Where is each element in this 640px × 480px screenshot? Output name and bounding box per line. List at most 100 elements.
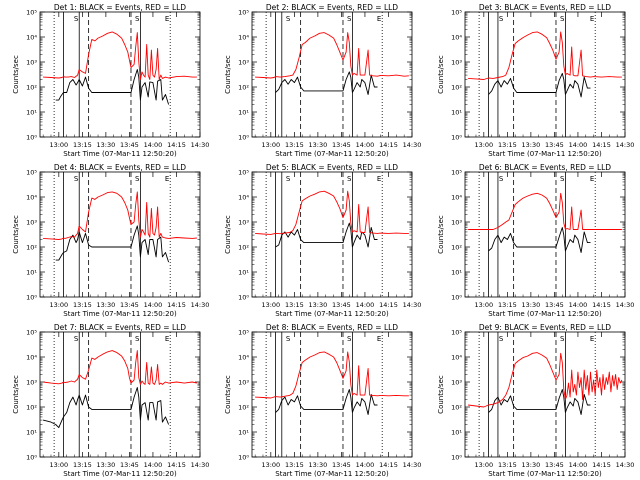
y-tick-label: 10¹ xyxy=(451,269,462,277)
x-tick-label: 14:15 xyxy=(592,301,611,309)
x-tick-label: 14:00 xyxy=(356,301,375,309)
x-tick-label: 13:30 xyxy=(309,461,328,469)
y-tick-label: 10⁴ xyxy=(26,34,37,42)
y-tick-label: 10⁴ xyxy=(26,194,37,202)
y-axis-label: Counts/sec xyxy=(437,55,445,94)
series-line-lld xyxy=(468,352,623,408)
y-tick-label: 10¹ xyxy=(238,269,249,277)
marker-s: S xyxy=(347,335,352,343)
x-tick-label: 14:30 xyxy=(191,301,210,309)
series-line-lld xyxy=(255,32,409,79)
x-tick-label: 14:00 xyxy=(356,461,375,469)
x-tick-label: 14:30 xyxy=(616,461,635,469)
y-tick-label: 10⁴ xyxy=(451,34,462,42)
x-axis-label: Start Time (07-Mar-11 12:50:20) xyxy=(63,310,177,318)
marker-s: S xyxy=(499,15,504,23)
series-line-events xyxy=(488,389,591,415)
y-tick-label: 10⁵ xyxy=(451,329,462,337)
y-tick-label: 10⁵ xyxy=(238,9,249,17)
panel-det-5: 10⁰ 10¹ 10² 10³ 10⁴ 10⁵ 13:00 13:15 13:30 13:45 14… xyxy=(224,163,421,318)
y-tick-label: 10⁴ xyxy=(238,194,249,202)
series-line-events xyxy=(275,71,378,95)
series-group xyxy=(255,351,409,415)
panel-det-2: 10⁰ 10¹ 10² 10³ 10⁴ 10⁵ 13:00 13:15 13:30 13:45 14… xyxy=(224,3,421,158)
y-tick-label: 10⁰ xyxy=(451,294,462,302)
x-tick-label: 14:15 xyxy=(167,141,186,149)
x-tick-label: 13:15 xyxy=(285,141,304,149)
series-group xyxy=(468,31,622,98)
y-tick-label: 10¹ xyxy=(451,429,462,437)
plot-frame xyxy=(464,11,626,138)
series-group xyxy=(468,192,622,253)
marker-s: S xyxy=(560,15,565,23)
x-tick-label: 14:15 xyxy=(379,141,398,149)
panel-title: Det 9: BLACK = Events, RED = LLD xyxy=(479,323,611,332)
y-tick-label: 10⁵ xyxy=(26,329,37,337)
series-line-lld xyxy=(468,192,622,230)
x-axis-label: Start Time (07-Mar-11 12:50:20) xyxy=(488,470,602,478)
y-tick-label: 10² xyxy=(451,404,462,412)
marker-s: S xyxy=(135,15,140,23)
marker-s: S xyxy=(135,335,140,343)
x-tick-label: 13:00 xyxy=(49,461,68,469)
y-tick-label: 10⁰ xyxy=(238,454,249,462)
x-axis-label: Start Time (07-Mar-11 12:50:20) xyxy=(275,310,389,318)
y-tick-label: 10¹ xyxy=(26,429,37,437)
marker-e: E xyxy=(165,175,169,183)
panel-det-6: 10⁰ 10¹ 10² 10³ 10⁴ 10⁵ 13:00 13:15 13:30 13:45 14… xyxy=(437,163,634,318)
y-axis-label: Counts/sec xyxy=(224,375,232,414)
panel-det-4: 10⁰ 10¹ 10² 10³ 10⁴ 10⁵ 13:00 13:15 13:30 13:45 14… xyxy=(12,163,209,318)
y-tick-label: 10⁰ xyxy=(238,294,249,302)
y-tick-label: 10⁵ xyxy=(26,9,37,17)
x-axis-label: Start Time (07-Mar-11 12:50:20) xyxy=(63,470,177,478)
y-tick-label: 10³ xyxy=(26,379,37,387)
y-tick-label: 10² xyxy=(238,244,249,252)
x-tick-label: 14:30 xyxy=(191,141,210,149)
y-tick-label: 10⁴ xyxy=(238,34,249,42)
x-tick-label: 13:00 xyxy=(49,141,68,149)
panel-title: Det 2: BLACK = Events, RED = LLD xyxy=(266,3,398,12)
x-tick-label: 13:00 xyxy=(261,141,280,149)
x-tick-label: 13:00 xyxy=(49,301,68,309)
marker-s: S xyxy=(74,335,79,343)
series-group xyxy=(43,191,197,263)
x-tick-label: 14:15 xyxy=(167,461,186,469)
x-axis-label: Start Time (07-Mar-11 12:50:20) xyxy=(275,150,389,158)
x-tick-label: 13:45 xyxy=(120,301,139,309)
series-line-events xyxy=(55,69,170,105)
series-line-events xyxy=(488,72,591,98)
y-axis-label: Counts/sec xyxy=(437,215,445,254)
panel-title: Det 3: BLACK = Events, RED = LLD xyxy=(479,3,611,12)
x-tick-label: 13:45 xyxy=(332,141,351,149)
panel-title: Det 8: BLACK = Events, RED = LLD xyxy=(266,323,398,332)
x-tick-label: 14:30 xyxy=(403,301,422,309)
plot-frame xyxy=(464,331,626,458)
series-line-lld xyxy=(43,350,198,385)
series-group xyxy=(42,350,198,429)
marker-s: S xyxy=(347,15,352,23)
y-tick-label: 10³ xyxy=(451,379,462,387)
interval-lines xyxy=(478,172,596,297)
y-tick-label: 10⁵ xyxy=(451,9,462,17)
y-tick-label: 10¹ xyxy=(238,429,249,437)
y-tick-label: 10⁴ xyxy=(238,354,249,362)
marker-s: S xyxy=(286,335,291,343)
x-tick-label: 13:45 xyxy=(332,301,351,309)
x-tick-label: 14:15 xyxy=(167,301,186,309)
y-tick-label: 10⁴ xyxy=(26,354,37,362)
y-tick-label: 10² xyxy=(26,244,37,252)
y-tick-label: 10³ xyxy=(451,59,462,67)
x-tick-label: 14:15 xyxy=(379,461,398,469)
y-tick-label: 10² xyxy=(26,404,37,412)
x-tick-label: 13:30 xyxy=(97,141,116,149)
x-tick-label: 13:15 xyxy=(73,141,92,149)
y-axis-label: Counts/sec xyxy=(12,215,20,254)
plot-frame xyxy=(39,11,201,138)
y-tick-label: 10⁵ xyxy=(451,169,462,177)
y-axis-label: Counts/sec xyxy=(224,55,232,94)
x-tick-label: 13:15 xyxy=(73,461,92,469)
marker-e: E xyxy=(590,15,594,23)
y-tick-label: 10³ xyxy=(238,219,249,227)
marker-e: E xyxy=(590,335,594,343)
